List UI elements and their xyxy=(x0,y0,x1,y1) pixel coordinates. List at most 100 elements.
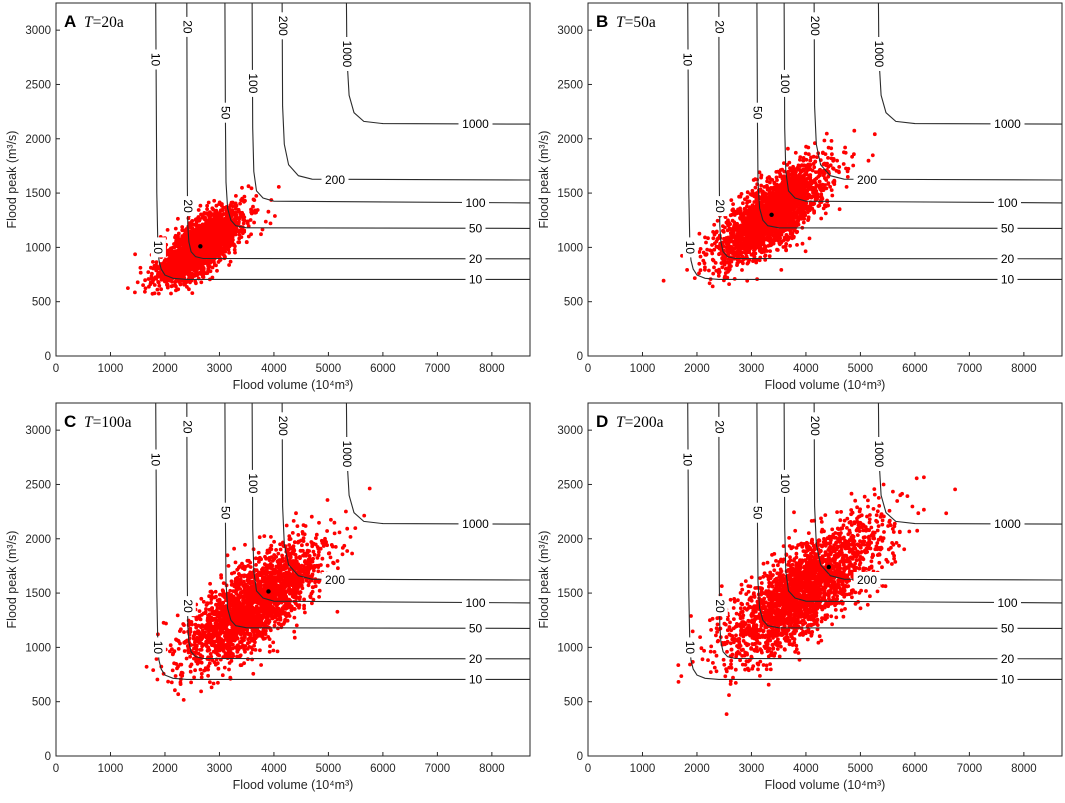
scatter-point xyxy=(246,224,251,229)
plot-frame xyxy=(55,2,531,357)
scatter-point xyxy=(193,261,198,266)
scatter-point xyxy=(738,231,743,236)
scatter-point xyxy=(767,254,772,259)
scatter-point xyxy=(830,193,835,198)
scatter-point xyxy=(798,206,803,211)
scatter-point xyxy=(774,210,779,215)
scatter-point xyxy=(728,222,732,227)
scatter-point xyxy=(170,245,175,250)
scatter-point xyxy=(193,279,198,284)
contour-label-50: 50 xyxy=(465,220,486,236)
scatter-point xyxy=(725,249,730,254)
scatter-point xyxy=(823,183,827,187)
scatter-point xyxy=(180,225,185,229)
scatter-point xyxy=(173,279,178,284)
scatter-point xyxy=(154,260,159,265)
scatter-point xyxy=(722,275,727,280)
scatter-point xyxy=(208,260,213,265)
contour-label-20: 20 xyxy=(713,196,728,217)
scatter-point xyxy=(788,243,792,248)
scatter-point xyxy=(150,291,155,296)
scatter-point xyxy=(712,241,717,246)
scatter-point xyxy=(771,239,776,243)
scatter-point xyxy=(206,254,211,259)
scatter-point xyxy=(206,200,211,205)
scatter-point xyxy=(764,199,769,204)
scatter-point xyxy=(732,213,737,217)
scatter-point xyxy=(760,238,765,243)
scatter-point xyxy=(150,271,154,276)
scatter-point xyxy=(246,234,251,239)
x-tick-label: 3000 xyxy=(739,363,765,375)
scatter-point xyxy=(692,276,697,280)
scatter-point xyxy=(763,196,768,200)
scatter-point xyxy=(229,240,233,245)
scatter-point xyxy=(843,150,848,155)
scatter-point xyxy=(782,161,786,166)
scatter-point xyxy=(206,266,211,271)
scatter-point xyxy=(754,260,759,265)
scatter-point xyxy=(756,213,760,218)
scatter-point xyxy=(704,240,708,245)
scatter-point xyxy=(198,203,203,208)
y-tick-label: 3000 xyxy=(25,25,51,37)
scatter-point xyxy=(735,209,740,214)
scatter-point xyxy=(151,266,156,271)
scatter-point xyxy=(790,214,795,218)
scatter-point xyxy=(784,242,789,246)
scatter-point xyxy=(196,208,201,212)
scatter-point xyxy=(190,291,195,295)
scatter-point xyxy=(803,185,808,189)
scatter-point xyxy=(870,153,875,158)
scatter-point xyxy=(231,226,235,231)
scatter-point xyxy=(767,190,772,194)
scatter-point xyxy=(804,166,808,171)
scatter-point xyxy=(189,219,194,224)
scatter-point xyxy=(216,249,221,254)
scatter-point xyxy=(697,231,702,236)
scatter-point xyxy=(268,221,273,226)
scatter-point xyxy=(823,176,827,181)
contour-label-text: 200 xyxy=(276,16,290,36)
scatter-point xyxy=(211,233,215,238)
scatter-point xyxy=(819,194,824,199)
scatter-point xyxy=(193,218,198,222)
x-tick-label: 5000 xyxy=(316,363,342,375)
scatter-point xyxy=(750,188,755,193)
scatter-point xyxy=(234,210,238,215)
scatter-point xyxy=(742,216,747,221)
scatter-point xyxy=(728,247,733,252)
contour-label-1000: 1000 xyxy=(458,116,493,132)
scatter-point xyxy=(753,177,758,182)
contour-label-10: 10 xyxy=(150,237,166,258)
scatter-point xyxy=(182,254,187,258)
scatter-point xyxy=(711,236,716,241)
scatter-point xyxy=(196,215,201,219)
scatter-point xyxy=(207,223,212,228)
scatter-point xyxy=(788,205,793,209)
scatter-point xyxy=(762,232,767,237)
scatter-point xyxy=(245,221,250,226)
scatter-point xyxy=(826,174,831,179)
scatter-point xyxy=(251,197,256,202)
scatter-point xyxy=(325,563,330,568)
scatter-point xyxy=(143,289,147,294)
scatter-point xyxy=(138,270,143,275)
scatter-point xyxy=(182,232,187,237)
scatter-point xyxy=(808,204,813,208)
scatter-point xyxy=(787,190,791,195)
scatter-point xyxy=(258,648,262,653)
scatter-point xyxy=(768,201,772,206)
y-tick-label: 500 xyxy=(564,297,583,309)
scatter-point xyxy=(731,202,735,207)
scatter-point xyxy=(712,222,717,227)
scatter-point xyxy=(757,258,762,263)
scatter-point xyxy=(745,195,750,200)
scatter-point xyxy=(198,225,203,230)
scatter-point xyxy=(745,248,749,253)
scatter-point xyxy=(796,175,801,180)
panel-title-var: T xyxy=(84,14,94,31)
scatter-point xyxy=(210,275,215,280)
scatter-point xyxy=(710,284,715,289)
scatter-point xyxy=(248,218,253,222)
